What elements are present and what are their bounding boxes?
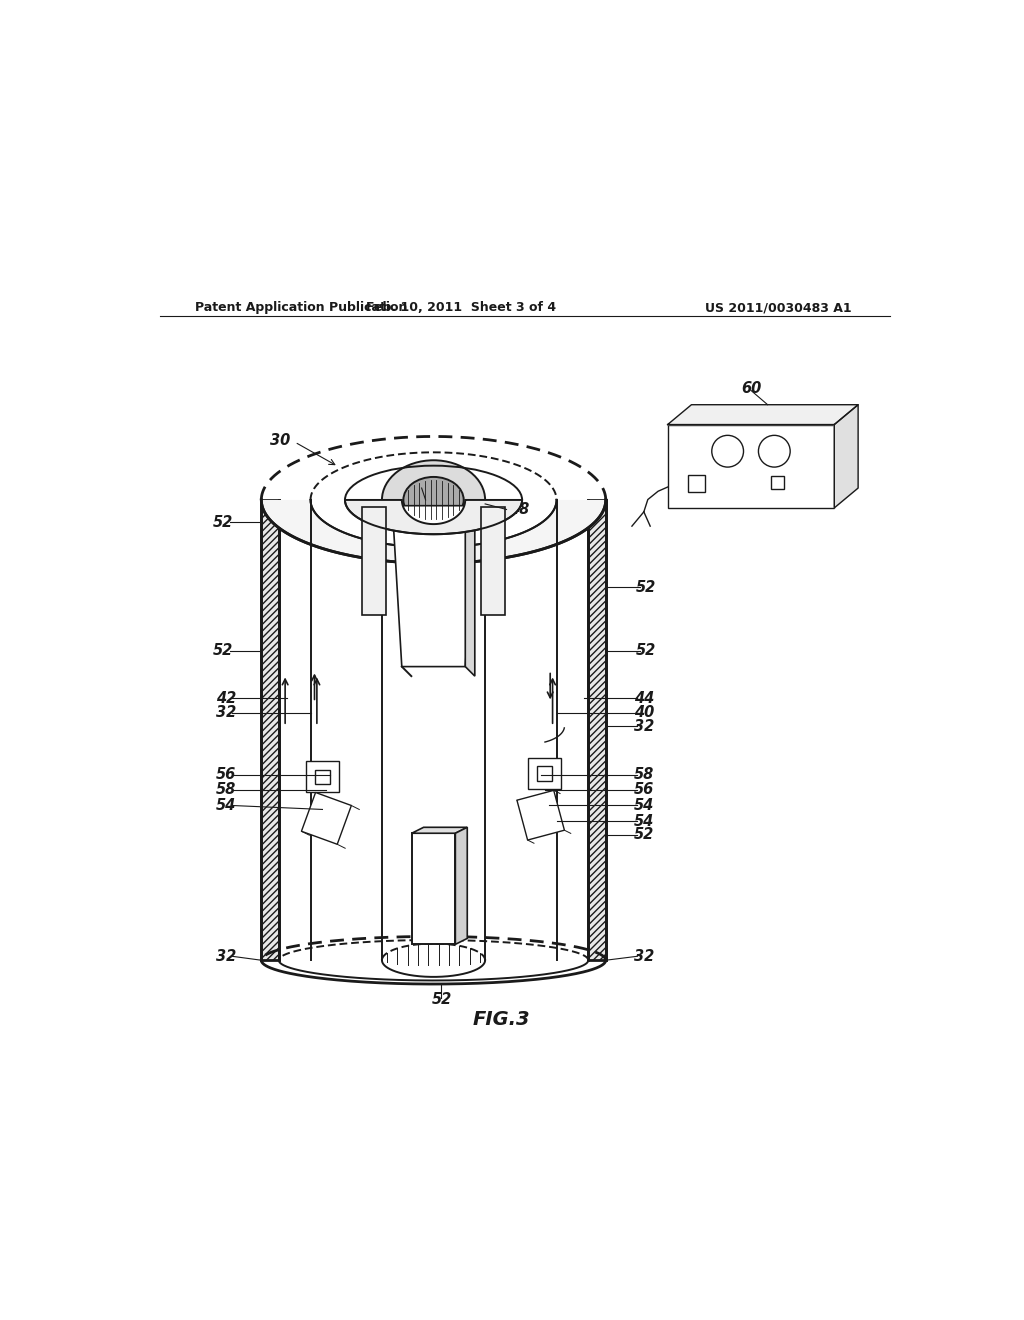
Text: US 2011/0030483 A1: US 2011/0030483 A1 [706, 301, 852, 314]
Bar [261, 500, 279, 960]
Circle shape [712, 436, 743, 467]
Bar [588, 500, 606, 960]
Polygon shape [668, 405, 858, 425]
Polygon shape [362, 507, 386, 615]
Polygon shape [465, 513, 475, 676]
Bar [538, 767, 552, 780]
Text: 42: 42 [216, 690, 236, 706]
Bar [306, 762, 339, 792]
Text: Feb. 10, 2011  Sheet 3 of 4: Feb. 10, 2011 Sheet 3 of 4 [367, 301, 556, 314]
Text: 52: 52 [213, 643, 233, 659]
Polygon shape [412, 828, 467, 833]
Text: 32: 32 [634, 949, 653, 964]
Polygon shape [392, 506, 475, 667]
Text: 58: 58 [216, 783, 236, 797]
Polygon shape [345, 500, 522, 535]
Polygon shape [456, 828, 467, 944]
Text: FIG.3: FIG.3 [472, 1010, 529, 1030]
Text: 60: 60 [740, 381, 761, 396]
Polygon shape [261, 500, 606, 564]
Polygon shape [301, 792, 351, 845]
Text: 52: 52 [634, 828, 653, 842]
Bar [668, 425, 835, 508]
Text: 54: 54 [634, 814, 653, 829]
Bar [315, 770, 330, 784]
Text: 48: 48 [509, 502, 529, 517]
Text: 56: 56 [634, 783, 653, 797]
Bar [771, 477, 784, 490]
Polygon shape [835, 405, 858, 508]
Circle shape [759, 436, 791, 467]
Text: 52: 52 [213, 515, 233, 529]
Bar [412, 833, 456, 944]
Text: 54: 54 [216, 799, 236, 813]
Text: Patent Application Publication: Patent Application Publication [196, 301, 408, 314]
Text: 52: 52 [431, 993, 452, 1007]
Text: 56: 56 [216, 767, 236, 781]
Text: 30: 30 [270, 433, 291, 447]
Text: 54: 54 [634, 799, 653, 813]
Ellipse shape [382, 461, 485, 540]
Bar [528, 758, 561, 789]
Ellipse shape [403, 477, 464, 523]
Text: 32: 32 [216, 949, 236, 964]
Text: 32: 32 [634, 718, 653, 734]
Text: 44: 44 [634, 690, 653, 706]
Polygon shape [517, 791, 564, 840]
Text: 52: 52 [636, 579, 656, 595]
Text: 50: 50 [406, 480, 426, 495]
Polygon shape [481, 507, 505, 615]
Text: 32: 32 [216, 705, 236, 721]
Text: 52: 52 [636, 643, 656, 659]
Bar [688, 475, 706, 492]
Text: 58: 58 [634, 767, 653, 781]
Text: 40: 40 [634, 705, 653, 721]
